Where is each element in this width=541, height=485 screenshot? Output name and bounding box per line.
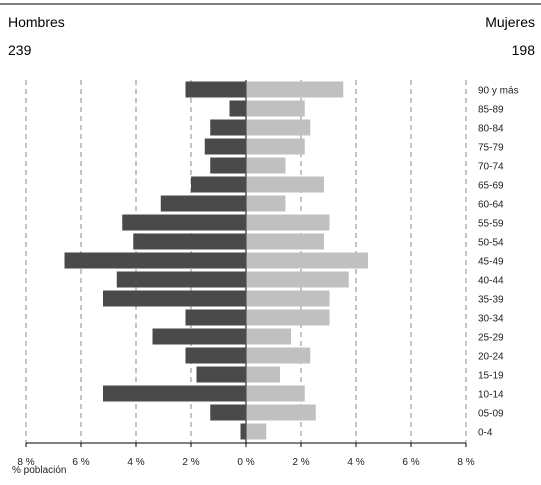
x-axis: 8 % 6 % 4 % 2 % 0 % 2 % 4 % 6 % 8 % <box>17 442 475 468</box>
age-label: 75-79 <box>478 143 504 154</box>
bar-hombres <box>210 119 246 136</box>
bar-mujeres <box>247 214 330 231</box>
age-label: 45-49 <box>478 257 504 268</box>
bar-mujeres <box>247 252 368 269</box>
bar-mujeres <box>247 81 344 98</box>
bar-hombres <box>122 214 246 231</box>
bar-hombres <box>210 157 246 174</box>
age-label: 20-24 <box>478 352 504 363</box>
x-tick-label: 2 % <box>292 457 309 468</box>
x-tick-label: 4 % <box>347 457 364 468</box>
bar-mujeres <box>247 100 305 117</box>
age-label: 70-74 <box>478 162 504 173</box>
bar-mujeres <box>247 309 330 326</box>
right-total: 198 <box>511 42 535 58</box>
x-tick-label: 8 % <box>457 457 474 468</box>
mujeres-bars <box>247 81 368 440</box>
age-label: 25-29 <box>478 333 504 344</box>
age-label: 0-4 <box>478 428 493 439</box>
bar-mujeres <box>247 176 324 193</box>
age-label: 60-64 <box>478 200 504 211</box>
bar-hombres <box>152 328 246 345</box>
bar-hombres <box>185 81 246 98</box>
bar-mujeres <box>247 138 305 155</box>
bar-mujeres <box>247 233 324 250</box>
bar-mujeres <box>247 385 305 402</box>
age-label: 05-09 <box>478 409 504 420</box>
bar-mujeres <box>247 328 291 345</box>
age-label: 15-19 <box>478 371 504 382</box>
bar-mujeres <box>247 366 280 383</box>
x-axis-label: % población <box>12 465 66 476</box>
bar-hombres <box>196 366 246 383</box>
age-label: 80-84 <box>478 124 504 135</box>
bar-mujeres <box>247 119 311 136</box>
x-tick-label: 4 % <box>127 457 144 468</box>
bar-hombres <box>185 347 246 364</box>
bar-hombres <box>116 271 246 288</box>
bar-mujeres <box>247 195 286 212</box>
bar-hombres <box>240 423 246 440</box>
bar-mujeres <box>247 423 267 440</box>
bar-mujeres <box>247 271 349 288</box>
bar-mujeres <box>247 157 286 174</box>
age-label: 35-39 <box>478 295 504 306</box>
right-title: Mujeres <box>485 14 535 30</box>
left-total: 239 <box>8 42 32 58</box>
bar-hombres <box>185 309 246 326</box>
age-label: 40-44 <box>478 276 504 287</box>
bar-hombres <box>103 290 246 307</box>
age-label: 10-14 <box>478 390 504 401</box>
age-labels: 90 y más 85-89 80-84 75-79 70-74 65-69 60-64 55… <box>478 86 519 439</box>
x-tick-label: 2 % <box>182 457 199 468</box>
age-label: 50-54 <box>478 238 504 249</box>
bar-hombres <box>191 176 246 193</box>
age-label: 85-89 <box>478 105 504 116</box>
hombres-bars <box>64 81 246 440</box>
bar-mujeres <box>247 347 311 364</box>
bar-mujeres <box>247 404 316 421</box>
x-tick-label: 6 % <box>72 457 89 468</box>
bar-hombres <box>204 138 246 155</box>
age-label: 30-34 <box>478 314 504 325</box>
bar-hombres <box>160 195 246 212</box>
age-label: 65-69 <box>478 181 504 192</box>
bar-hombres <box>103 385 246 402</box>
bar-hombres <box>210 404 246 421</box>
age-label: 55-59 <box>478 219 504 230</box>
age-label: 90 y más <box>478 86 519 97</box>
bar-hombres <box>229 100 246 117</box>
x-tick-label: 0 % <box>237 457 254 468</box>
bar-hombres <box>64 252 246 269</box>
x-tick-label: 6 % <box>402 457 419 468</box>
left-title: Hombres <box>8 14 65 30</box>
bar-mujeres <box>247 290 330 307</box>
x-tick-label: 8 % <box>17 457 34 468</box>
bar-hombres <box>133 233 246 250</box>
